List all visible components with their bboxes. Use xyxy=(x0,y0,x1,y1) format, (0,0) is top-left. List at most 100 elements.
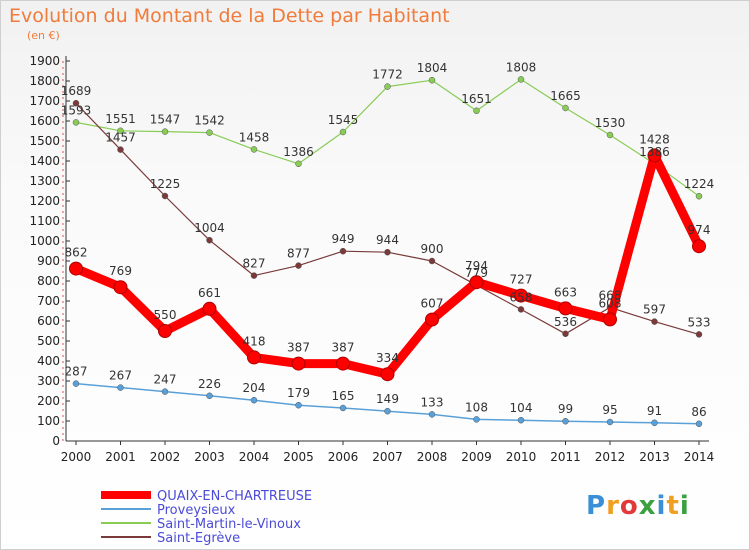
data-label: 95 xyxy=(602,403,617,417)
data-label: 1458 xyxy=(239,130,270,144)
data-point xyxy=(695,331,703,338)
y-tick-label: 1600 xyxy=(29,114,60,128)
data-point xyxy=(517,416,525,424)
data-label: 108 xyxy=(465,400,488,414)
logo-letter: i xyxy=(679,491,690,521)
data-label: 247 xyxy=(154,373,177,387)
data-label: 550 xyxy=(154,308,177,322)
x-tick-label: 2013 xyxy=(639,450,670,464)
data-point xyxy=(295,401,302,409)
data-label: 387 xyxy=(287,341,310,355)
logo-letter: r xyxy=(606,491,620,521)
data-label: 794 xyxy=(465,259,488,273)
data-point xyxy=(695,420,703,428)
data-label: 1386 xyxy=(283,145,314,159)
data-label: 944 xyxy=(376,233,399,247)
data-label: 668 xyxy=(599,288,622,302)
data-point xyxy=(473,107,480,115)
data-label: 1545 xyxy=(328,113,359,127)
data-point xyxy=(606,131,614,139)
data-label: 267 xyxy=(109,369,132,383)
data-label: 1428 xyxy=(639,132,670,146)
data-point xyxy=(72,99,80,107)
data-point xyxy=(291,356,306,371)
data-label: 900 xyxy=(421,242,444,256)
x-tick-label: 2009 xyxy=(461,450,492,464)
data-point xyxy=(117,146,124,153)
data-label: 1225 xyxy=(150,177,181,191)
data-point xyxy=(384,248,391,256)
data-label: 827 xyxy=(243,257,266,271)
data-label: 533 xyxy=(688,315,711,329)
data-point xyxy=(161,388,169,395)
data-point xyxy=(384,407,391,415)
data-label: 204 xyxy=(243,381,266,395)
data-point xyxy=(517,306,525,313)
y-tick-label: 0 xyxy=(52,434,60,448)
data-point xyxy=(473,416,480,423)
data-point xyxy=(206,129,213,136)
x-tick-label: 2002 xyxy=(150,450,181,464)
data-point xyxy=(647,148,662,163)
data-label: 1004 xyxy=(194,221,225,235)
data-point xyxy=(558,301,573,316)
logo-letter: t xyxy=(666,491,680,521)
data-point xyxy=(202,301,217,316)
data-label: 133 xyxy=(421,395,444,409)
data-label: 1530 xyxy=(595,116,626,130)
data-point xyxy=(603,312,617,327)
data-point xyxy=(425,312,439,327)
data-label: 1224 xyxy=(684,177,715,191)
data-label: 104 xyxy=(510,401,533,415)
data-label: 1804 xyxy=(417,61,448,75)
y-tick-label: 1500 xyxy=(29,134,60,148)
logo-letter: P xyxy=(586,491,607,521)
data-label: 1593 xyxy=(61,103,92,117)
data-label: 661 xyxy=(198,286,221,300)
y-tick-label: 900 xyxy=(37,254,60,268)
x-tick-label: 2001 xyxy=(105,450,136,464)
legend-label: Saint-Martin-le-Vinoux xyxy=(157,517,301,532)
x-tick-label: 2005 xyxy=(283,450,314,464)
data-point xyxy=(514,288,528,303)
data-label: 607 xyxy=(421,297,444,311)
logo-letter: x xyxy=(638,491,657,521)
data-point xyxy=(69,261,83,276)
data-label: 226 xyxy=(198,377,221,391)
data-point xyxy=(295,262,302,269)
data-point xyxy=(295,160,302,168)
data-point xyxy=(428,411,436,418)
y-tick-label: 1900 xyxy=(29,54,60,68)
x-tick-label: 2007 xyxy=(372,450,403,464)
data-point xyxy=(384,83,391,90)
data-label: 179 xyxy=(287,386,310,400)
data-point xyxy=(72,119,80,126)
data-point xyxy=(161,128,169,135)
data-label: 1808 xyxy=(506,60,537,74)
data-label: 862 xyxy=(65,246,88,260)
data-label: 1665 xyxy=(550,89,581,103)
data-point xyxy=(517,76,525,83)
data-point xyxy=(247,350,261,365)
data-label: 165 xyxy=(332,389,355,403)
data-point xyxy=(692,239,706,254)
x-tick-label: 2014 xyxy=(684,450,715,464)
y-tick-label: 300 xyxy=(37,374,60,388)
data-label: 1689 xyxy=(61,84,92,98)
data-point xyxy=(72,380,80,387)
x-tick-label: 2012 xyxy=(595,450,626,464)
data-point xyxy=(428,76,436,84)
data-point xyxy=(117,384,124,391)
data-point xyxy=(469,275,484,290)
data-label: 974 xyxy=(688,223,711,237)
y-tick-label: 1800 xyxy=(29,74,60,88)
data-label: 949 xyxy=(332,232,355,246)
data-label: 597 xyxy=(643,303,666,317)
data-label: 149 xyxy=(376,392,399,406)
data-label: 1386 xyxy=(639,145,670,159)
data-point xyxy=(562,330,569,338)
data-label: 1551 xyxy=(105,112,136,126)
data-point xyxy=(336,356,350,371)
